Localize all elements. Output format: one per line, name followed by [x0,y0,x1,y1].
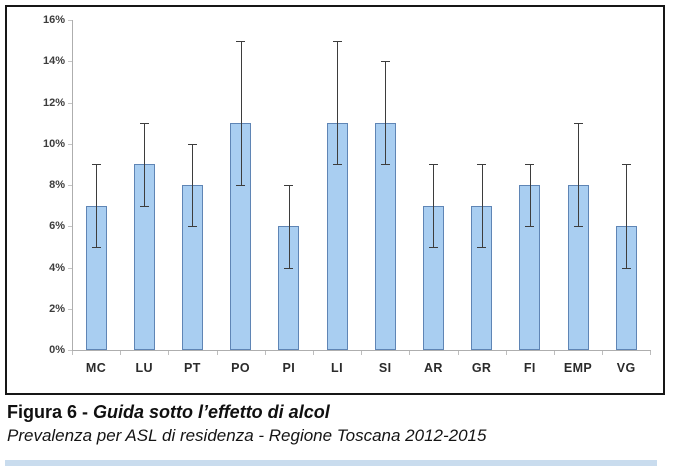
x-axis-tick [650,351,652,355]
figure-subtitle: Prevalenza per ASL di residenza - Region… [7,426,487,445]
error-bar-line-pi [288,185,290,268]
error-bar-line-li [337,40,338,165]
error-bar-cap-top-gr [477,164,487,166]
x-axis-label-si: SI [378,361,392,375]
error-bar-line-si [385,61,387,165]
x-axis-tick [72,351,73,355]
error-bar-line-ar [433,164,435,247]
x-axis-tick [313,351,314,355]
error-bar-cap-bottom-mc [91,246,101,248]
y-axis-tick [68,226,72,228]
error-bar-line-gr [481,164,483,247]
x-axis-label-po: PO [231,361,251,375]
x-axis-label-vg: VG [616,361,636,375]
bottom-accent-strip [5,460,657,466]
error-bar-line-emp [578,123,579,227]
x-axis-tick [602,351,604,355]
error-bar-cap-bottom-emp [573,226,583,228]
y-axis-tick [68,20,72,21]
x-axis-tick [554,351,555,355]
x-axis-label-lu: LU [135,361,153,375]
figure-caption: Figura 6 - Guida sotto l’effetto di alco… [7,401,667,447]
y-axis-tick [68,61,72,63]
x-axis-tick [505,351,507,355]
error-bar-cap-top-si [380,61,390,63]
chart-frame: 0% 2% 4% 6% 8% 10% 12% 14% 16% MC LU PT PO PI LI SI AR GR… [5,5,665,395]
error-bar-cap-top-emp [573,123,583,125]
x-axis-label-gr: GR [471,361,492,375]
error-bar-cap-bottom-pi [284,267,294,269]
error-bar-cap-bottom-pt [187,226,197,228]
error-bar-cap-top-lu [139,123,149,125]
x-axis-label-li: LI [331,361,343,375]
error-bar-cap-top-li [332,40,342,42]
x-axis-label-ar: AR [423,361,443,375]
x-axis-tick [264,351,266,355]
y-axis-tick-label: 2% [49,302,65,315]
y-axis-tick [68,350,72,351]
y-axis-tick [68,308,72,310]
x-axis-tick [120,351,122,355]
error-bar-cap-top-po [236,40,246,42]
error-bar-cap-bottom-ar [428,246,438,248]
y-axis-tick-label: 14% [42,55,65,68]
error-bar-cap-top-vg [621,164,631,166]
error-bar-cap-bottom-si [380,164,390,166]
error-bar-line-po [240,40,242,185]
x-axis-label-pi: PI [282,361,296,375]
x-axis-tick [361,351,363,355]
bar-chart-plot: 0% 2% 4% 6% 8% 10% 12% 14% 16% MC LU PT PO PI LI SI AR GR… [7,7,663,393]
error-bar-cap-bottom-lu [139,205,149,207]
y-axis-tick [68,267,72,269]
error-bar-line-fi [529,164,531,227]
x-axis-tick [457,351,459,355]
x-axis-label-pt: PT [184,361,201,375]
error-bar-line-pt [192,143,194,227]
y-axis-tick-label: 0% [49,344,65,356]
error-bar-cap-bottom-fi [525,226,535,228]
x-axis-label-fi: FI [523,361,536,375]
error-bar-cap-top-fi [525,164,535,166]
x-axis-label-mc: MC [85,361,107,375]
x-axis-label-emp: EMP [563,361,593,375]
x-axis-line [72,350,651,351]
error-bar-cap-bottom-gr [477,246,487,248]
y-axis-tick-label: 10% [42,137,65,150]
figure-caption-line1: Figura 6 - Guida sotto l’effetto di alco… [7,401,667,424]
y-axis-tick-label: 8% [49,179,65,191]
figure-title: Guida sotto l’effetto di alcol [93,402,330,422]
error-bar-line-mc [96,164,97,247]
error-bar-cap-bottom-vg [621,267,631,269]
y-axis-tick-label: 6% [49,220,65,233]
x-axis-tick [216,351,218,355]
error-bar-line-lu [144,123,146,206]
error-bar-cap-bottom-po [236,185,246,186]
y-axis-line [72,20,73,350]
figure-label: Figura 6 - [7,402,94,422]
y-axis-tick-label: 4% [49,261,65,274]
error-bar-line-vg [626,164,628,268]
y-axis-tick [68,143,72,145]
y-axis-tick [68,102,72,104]
y-axis-tick-label: 16% [42,14,65,26]
y-axis-tick-label: 12% [42,96,65,109]
error-bar-cap-top-ar [428,164,438,166]
error-bar-cap-top-mc [91,164,101,166]
x-axis-tick [409,351,411,355]
error-bar-cap-top-pi [284,185,294,186]
error-bar-cap-top-pt [187,143,197,145]
error-bar-cap-bottom-li [332,164,342,166]
x-axis-tick [168,351,170,355]
y-axis-tick [68,185,72,186]
